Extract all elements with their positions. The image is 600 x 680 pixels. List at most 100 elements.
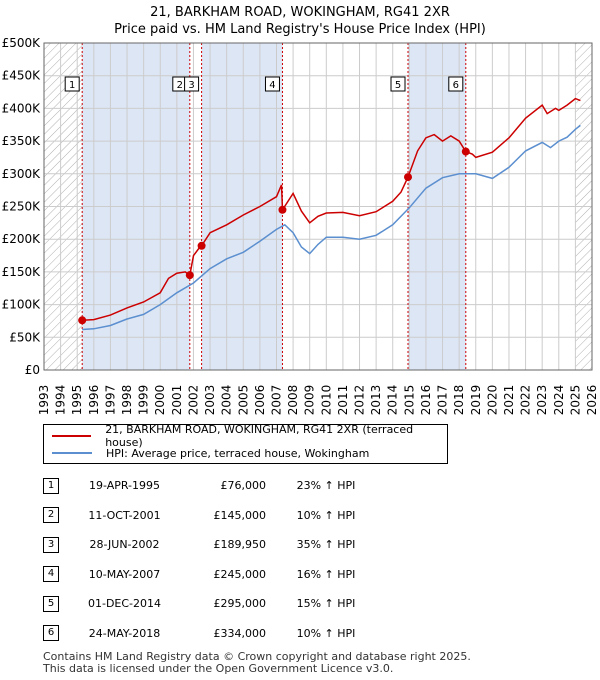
sale-label-box: [390, 76, 406, 92]
x-tick-label: 1993: [37, 385, 51, 416]
sale-number-badge: 5: [43, 595, 59, 612]
y-tick-label: £500K: [2, 36, 42, 50]
sale-date: 19-APR-1995: [88, 479, 161, 493]
x-tick-label: 2023: [535, 385, 549, 416]
x-tick-label: 2026: [585, 385, 599, 416]
y-tick-label: £300K: [2, 167, 42, 181]
x-tick-label: 1999: [137, 385, 151, 416]
plot-frame: [43, 42, 593, 371]
price-paid-line: [82, 97, 581, 322]
table-row: 5 01-DEC-2014 £295,000 15% ↑ HPI: [43, 589, 386, 619]
y-tick-label: £250K: [2, 200, 42, 214]
x-tick-label: 2018: [452, 385, 466, 416]
footer: Contains HM Land Registry data © Crown c…: [43, 651, 471, 675]
sale-price: £189,950: [213, 538, 267, 552]
legend-swatch-price: [52, 435, 92, 437]
x-tick-label: 1998: [120, 385, 134, 416]
table-row: 6 24-MAY-2018 £334,000 10% ↑ HPI: [43, 619, 386, 649]
y-tick-label: £200K: [2, 232, 42, 246]
x-tick-label: 2007: [269, 385, 283, 416]
sale-point: [185, 271, 194, 280]
x-tick-label: 2002: [186, 385, 200, 416]
table-row: 1 19-APR-1995 £76,000 23% ↑ HPI: [43, 471, 386, 501]
sale-number-badge: 6: [43, 625, 59, 642]
x-tick-label: 1996: [87, 385, 101, 416]
legend: 21, BARKHAM ROAD, WOKINGHAM, RG41 2XR (t…: [43, 423, 448, 464]
sale-number-badge: 4: [43, 566, 59, 583]
x-tick-label: 2019: [469, 385, 483, 416]
y-tick-label: £400K: [2, 101, 42, 115]
sale-price: £334,000: [213, 626, 267, 640]
sale-label-number: 3: [188, 80, 194, 91]
legend-swatch-hpi: [52, 452, 92, 454]
y-tick-label: £100K: [2, 298, 42, 312]
x-tick-label: 2001: [170, 385, 184, 416]
sale-price: £76,000: [220, 479, 267, 493]
x-tick-label: 2013: [369, 385, 383, 416]
x-tick-label: 2012: [353, 385, 367, 416]
hpi-line: [82, 124, 581, 331]
table-row: 4 10-MAY-2007 £245,000 16% ↑ HPI: [43, 560, 386, 590]
table-row: 3 28-JUN-2002 £189,950 35% ↑ HPI: [43, 530, 386, 560]
x-tick-label: 2025: [568, 385, 582, 416]
x-tick-label: 2014: [386, 385, 400, 416]
y-tick-label: £50K: [9, 330, 41, 344]
sale-point: [404, 173, 413, 182]
sale-date: 24-MAY-2018: [88, 626, 161, 640]
sale-hpi-change: 10% ↑ HPI: [296, 626, 356, 640]
x-tick-label: 2020: [485, 385, 499, 416]
x-tick-label: 2010: [319, 385, 333, 416]
sale-number-badge: 3: [43, 536, 59, 553]
sale-date: 28-JUN-2002: [89, 538, 160, 552]
legend-label-hpi: HPI: Average price, terraced house, Woki…: [106, 446, 370, 460]
sale-date: 01-DEC-2014: [87, 597, 162, 611]
x-tick-label: 2011: [336, 385, 350, 416]
sale-point: [197, 241, 206, 250]
x-tick-label: 2021: [502, 385, 516, 416]
sale-date: 11-OCT-2001: [88, 508, 161, 522]
sale-label-number: 1: [69, 80, 75, 91]
chart-title: 21, BARKHAM ROAD, WOKINGHAM, RG41 2XR: [150, 5, 450, 20]
chart-subtitle: Price paid vs. HM Land Registry's House …: [114, 22, 486, 37]
sale-hpi-change: 15% ↑ HPI: [296, 597, 356, 611]
x-tick-label: 1997: [103, 385, 117, 416]
x-tick-label: 2024: [552, 385, 566, 416]
sale-price: £145,000: [213, 508, 267, 522]
sale-label-number: 4: [269, 80, 275, 91]
sale-label-box: [264, 76, 280, 92]
sale-hpi-change: 23% ↑ HPI: [296, 479, 356, 493]
x-tick-label: 2015: [402, 385, 416, 416]
sale-label-box: [448, 76, 464, 92]
sale-label-number: 6: [453, 80, 459, 91]
sale-hpi-change: 10% ↑ HPI: [296, 508, 356, 522]
x-tick-label: 2009: [303, 385, 317, 416]
x-tick-label: 2004: [220, 385, 234, 416]
x-tick-label: 2016: [419, 385, 433, 416]
legend-item-hpi: HPI: Average price, terraced house, Woki…: [52, 445, 369, 461]
x-tick-label: 1995: [70, 385, 84, 416]
sale-hpi-change: 16% ↑ HPI: [296, 567, 356, 581]
footer-licence: This data is licensed under the Open Gov…: [43, 662, 394, 675]
x-tick-label: 2017: [436, 385, 450, 416]
x-tick-label: 2003: [203, 385, 217, 416]
price-chart: 1993 1994 1995 1996 1997 1998 1999 2000 2001 2002…: [2, 36, 599, 416]
sale-point: [461, 147, 470, 156]
legend-label-price: 21, BARKHAM ROAD, WOKINGHAM, RG41 2XR (t…: [105, 423, 414, 449]
sales-table: 1 19-APR-1995 £76,000 23% ↑ HPI 2 11-OCT…: [43, 471, 386, 648]
footer-copyright: Contains HM Land Registry data © Crown c…: [43, 650, 471, 663]
sale-hpi-change: 35% ↑ HPI: [296, 538, 356, 552]
sale-date: 10-MAY-2007: [88, 567, 161, 581]
x-tick-label: 2008: [286, 385, 300, 416]
sale-label-box: [64, 76, 80, 92]
sale-number-badge: 2: [43, 507, 59, 524]
sale-label-number: 2: [177, 80, 183, 91]
x-tick-label: 2000: [153, 385, 167, 416]
sale-point: [278, 205, 287, 214]
y-tick-label: £150K: [2, 265, 42, 279]
sale-label-box: [184, 76, 200, 92]
y-tick-label: £350K: [2, 134, 42, 148]
sale-point: [78, 316, 87, 325]
x-tick-label: 2006: [253, 385, 267, 416]
sale-number-badge: 1: [43, 477, 59, 494]
table-row: 2 11-OCT-2001 £145,000 10% ↑ HPI: [43, 501, 386, 531]
